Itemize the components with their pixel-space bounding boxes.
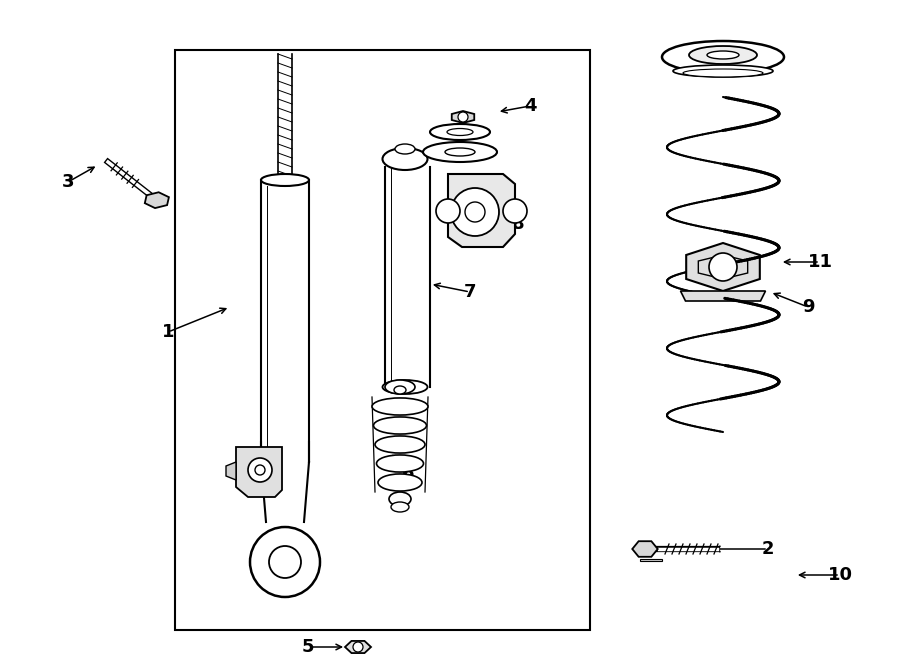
Ellipse shape: [683, 69, 763, 77]
Circle shape: [255, 465, 265, 475]
Polygon shape: [236, 447, 282, 497]
Text: 3: 3: [62, 173, 75, 191]
Circle shape: [269, 546, 301, 578]
Ellipse shape: [372, 398, 428, 415]
Circle shape: [451, 188, 499, 236]
Ellipse shape: [375, 436, 425, 453]
Text: 1: 1: [162, 323, 175, 341]
Circle shape: [503, 199, 527, 223]
Ellipse shape: [447, 128, 473, 136]
Text: 2: 2: [761, 540, 774, 558]
Polygon shape: [452, 111, 474, 123]
Ellipse shape: [395, 144, 415, 154]
Polygon shape: [680, 291, 766, 301]
Ellipse shape: [423, 142, 497, 162]
Ellipse shape: [374, 417, 427, 434]
Text: 5: 5: [302, 638, 314, 656]
Ellipse shape: [391, 502, 409, 512]
Ellipse shape: [385, 380, 415, 394]
Polygon shape: [633, 542, 658, 557]
Circle shape: [465, 202, 485, 222]
Circle shape: [248, 458, 272, 482]
Circle shape: [353, 642, 363, 652]
Circle shape: [436, 199, 460, 223]
Ellipse shape: [389, 492, 411, 506]
Circle shape: [458, 112, 468, 122]
Polygon shape: [448, 174, 515, 247]
Ellipse shape: [662, 41, 784, 73]
Text: 8: 8: [512, 215, 525, 233]
Bar: [175, 50, 590, 630]
Polygon shape: [686, 243, 760, 291]
Ellipse shape: [376, 455, 424, 472]
Ellipse shape: [673, 65, 773, 77]
Text: 11: 11: [807, 253, 833, 271]
Text: 4: 4: [524, 97, 536, 115]
Ellipse shape: [689, 46, 757, 64]
Text: 6: 6: [401, 465, 414, 483]
Ellipse shape: [707, 51, 739, 59]
Circle shape: [709, 253, 737, 281]
Ellipse shape: [382, 148, 428, 170]
Text: 9: 9: [802, 298, 814, 316]
Ellipse shape: [378, 474, 422, 491]
Ellipse shape: [394, 386, 406, 394]
Ellipse shape: [382, 380, 428, 394]
Text: 7: 7: [464, 283, 476, 301]
Polygon shape: [226, 462, 236, 480]
Ellipse shape: [430, 124, 490, 140]
Polygon shape: [145, 192, 169, 208]
Ellipse shape: [445, 148, 475, 156]
Polygon shape: [640, 559, 662, 561]
Polygon shape: [345, 641, 371, 653]
Circle shape: [250, 527, 320, 597]
Ellipse shape: [261, 174, 309, 186]
Text: 10: 10: [827, 566, 852, 584]
